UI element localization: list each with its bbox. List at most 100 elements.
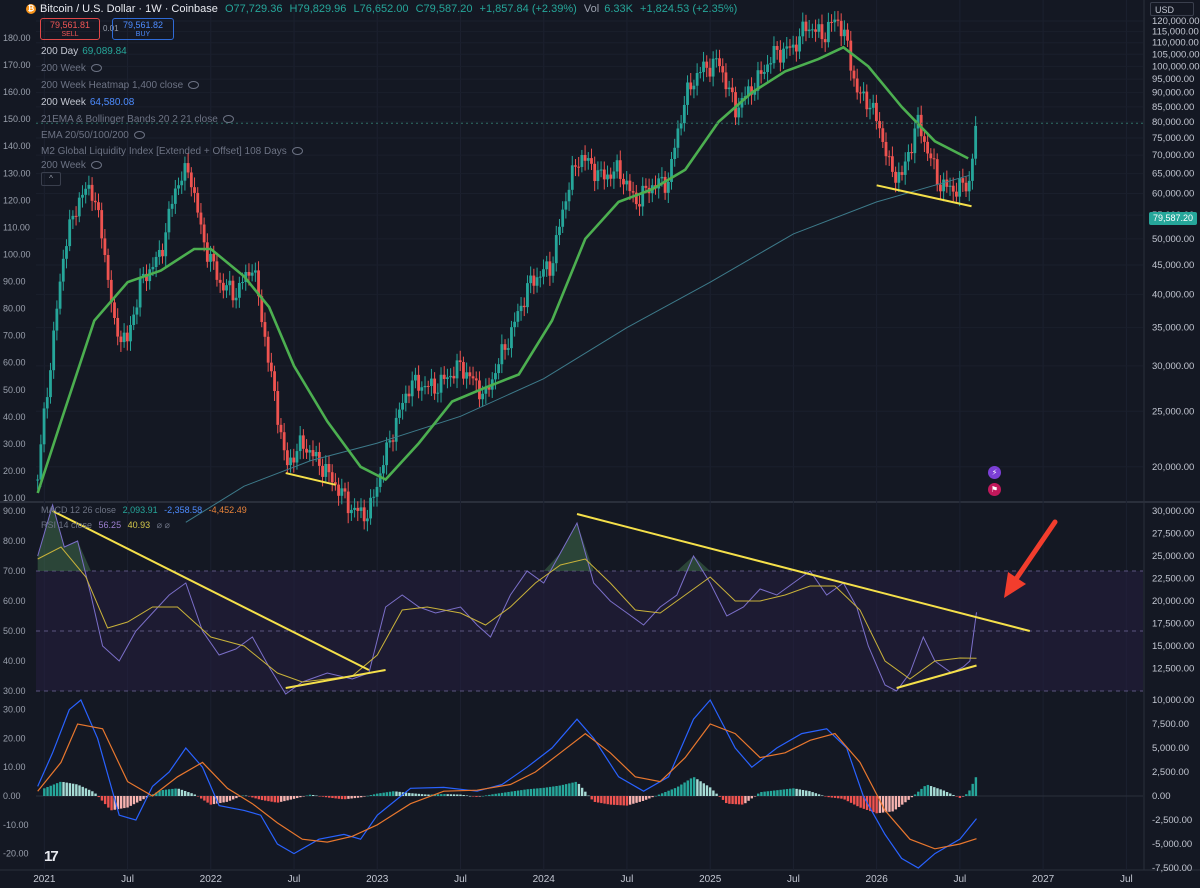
flag-icon[interactable]: ⚑ [988,483,1001,496]
y-tick-label: 60,000.00 [1152,188,1194,199]
candle-body [189,172,193,188]
candle-body [695,73,699,86]
indicator-2[interactable]: 200 Week Heatmap 1,400 close [41,80,200,91]
macd-pane[interactable] [36,698,1143,869]
indicator-0[interactable]: 200 Day 69,089.84 [41,46,127,57]
candle-body [705,61,709,68]
candle-body [948,185,952,187]
price-pane[interactable] [36,10,1143,532]
candle-body [929,153,933,159]
candle-body [39,444,43,480]
symbol-title[interactable]: Bitcoin / U.S. Dollar · 1W · Coinbase [40,3,218,15]
rsi-tick-label: 30.00 [3,686,26,696]
rsi-pane[interactable] [36,503,1143,695]
eye-hidden-icon[interactable] [222,115,234,124]
candle-body [308,450,312,453]
candle-body [42,408,46,445]
macd-histogram-bar [673,788,677,796]
macd-histogram-bar [753,796,757,797]
candle-body [593,163,597,182]
macd-histogram-bar [318,796,321,797]
ohlc-high: H79,829.96 [289,3,347,15]
indicator-7[interactable]: 200 Week [41,160,102,171]
macd-legend[interactable]: MACD 12 26 close 2,093.91 -2,358.58 -4,4… [41,505,247,515]
macd-histogram-bar [344,796,347,800]
candle-body [734,92,737,118]
candle-body [881,128,885,142]
candle-body [205,242,209,262]
candle-body [215,261,219,280]
candle-body [81,194,84,198]
collapse-legend-button[interactable]: ^ [41,172,61,186]
eye-hidden-icon[interactable] [90,64,102,73]
macd-histogram-bar [292,796,296,799]
lightning-icon[interactable]: ⚡ [988,466,1001,479]
volume-value: 6.33K [604,3,633,15]
indicator-3[interactable]: 200 Week 64,580.08 [41,97,134,108]
candle-body [638,204,641,207]
macd-histogram-bar [443,794,446,796]
macd-histogram-bar [622,796,625,806]
candle-body [497,364,501,374]
macd-histogram-bar [747,796,750,801]
macd-tick-label: 12,500.00 [1152,664,1194,675]
candle-body [100,210,104,239]
candle-body [586,158,590,161]
macd-histogram-bar [395,791,398,796]
candle-body [942,179,946,192]
macd-histogram-bar [609,796,613,805]
macd-histogram-bar [161,790,164,796]
macd-histogram-bar [945,792,949,796]
x-tick-label: Jul [787,874,800,885]
candle-body [122,332,126,343]
macd-histogram-bar [484,795,488,796]
indicator-1[interactable]: 200 Week [41,63,102,74]
eye-hidden-icon[interactable] [188,81,200,90]
candle-body [788,46,792,48]
candle-body [311,450,315,457]
eye-hidden-icon[interactable] [90,161,102,170]
macd-histogram-bar [600,796,603,804]
macd-tick-label: -7,500.00 [1152,863,1192,874]
eye-hidden-icon[interactable] [133,131,145,140]
indicator-6[interactable]: M2 Global Liquidity Index [Extended + Of… [41,146,303,157]
macd-histogram-bar [257,796,261,800]
macd-histogram-bar [478,796,481,797]
macd-histogram-bar [827,796,830,798]
macd-histogram-bar [901,796,904,805]
macd-histogram-bar [712,790,715,796]
candle-body [465,372,469,379]
macd-histogram-bar [686,780,689,796]
macd-histogram-bar [251,796,254,798]
eye-hidden-icon[interactable] [291,147,303,156]
candle-body [337,484,340,496]
left-tick-label: 180.00 [3,33,31,43]
macd-histogram-bar [913,794,917,796]
rsi-legend[interactable]: RSI 14 close 56.25 40.93 ⌀ ⌀ [41,520,170,531]
candle-body [772,46,776,64]
macd-histogram-bar [955,796,958,797]
indicator-5[interactable]: EMA 20/50/100/200 [41,130,145,141]
candle-body [641,185,645,207]
macd-histogram-bar [110,796,113,811]
buy-button[interactable]: 79,561.82 BUY [112,18,174,40]
macd-histogram-bar [795,788,798,796]
currency-selector[interactable]: USD [1150,2,1194,16]
macd-histogram-bar [196,796,200,797]
macd-histogram-bar [174,788,177,796]
macd-histogram-bar [824,796,827,797]
macd-histogram-bar [696,779,699,796]
candle-body [301,435,305,449]
candle-body [766,64,769,73]
macd-histogram-bar [923,786,926,796]
candle-body [545,261,549,270]
candle-body [45,397,49,409]
candle-body [500,344,504,365]
y-tick-label: 105,000.00 [1152,49,1200,60]
sell-button[interactable]: 79,561.81 SELL [40,18,100,40]
indicator-4[interactable]: 21EMA & Bollinger Bands 20 2 21 close [41,114,234,125]
left-tick-label: 110.00 [3,222,30,232]
macd-histogram-bar [267,796,270,802]
macd-histogram-bar [878,796,882,813]
